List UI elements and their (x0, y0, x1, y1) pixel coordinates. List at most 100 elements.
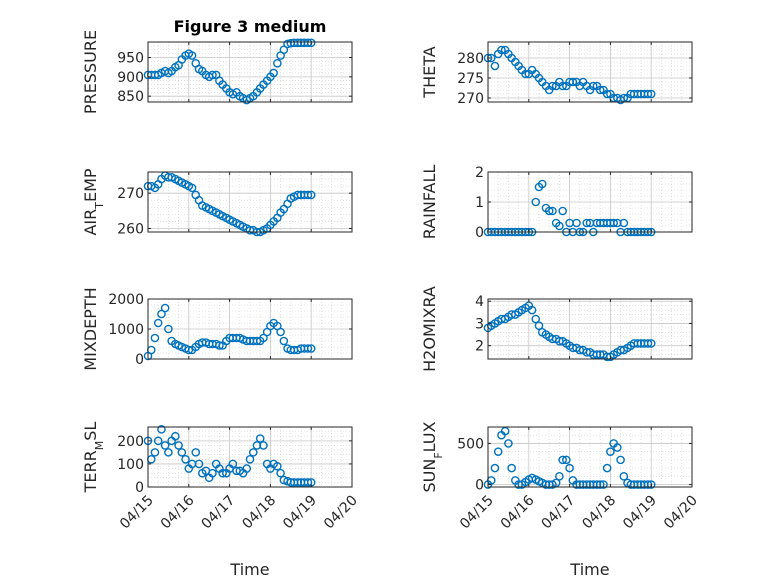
subplot-terr-msl: 0 100 200 TERRMSL 04/15 04/16 04/17 04/18 04/19 0… (81, 422, 361, 579)
data-point (534, 321, 544, 330)
data-point (619, 218, 629, 228)
axes-box (147, 171, 353, 233)
y-axis-label: SUNFLUX (420, 421, 445, 492)
data-point (613, 443, 622, 452)
data-point (181, 455, 190, 464)
data-point (646, 89, 656, 99)
data-point (153, 318, 163, 328)
data-point (242, 464, 252, 473)
data-point (218, 468, 227, 478)
data-point (276, 327, 285, 337)
data-point (160, 303, 170, 313)
data-point (568, 77, 578, 87)
data-point (595, 85, 605, 95)
y-axis-label: MIXDEPTH (81, 287, 100, 370)
data-point (153, 436, 163, 446)
subplot-sun-flux: 0 500 SUNFLUX 04/15 04/16 04/17 04/18 04/19 04/2… (420, 421, 701, 579)
y-tick-label: 2000 (108, 292, 144, 308)
data-point (208, 468, 217, 478)
data-point (531, 314, 541, 324)
x-tick-label: 04/16 (498, 492, 538, 532)
y-tick-label: 0 (475, 478, 484, 494)
x-tick-label: 04/19 (620, 493, 660, 533)
data-point (527, 305, 537, 315)
data-point (171, 431, 180, 441)
chart-title: Figure 3 medium (174, 17, 327, 36)
y-axis-label: RAINFALL (420, 165, 439, 240)
x-tick-label: 04/15 (117, 493, 157, 533)
data-point (255, 434, 265, 443)
x-tick-label: 04/19 (280, 493, 320, 533)
data-point (306, 344, 316, 353)
y-tick-label: 850 (117, 89, 144, 105)
data-point (599, 480, 608, 489)
data-point (602, 89, 612, 99)
y-axis-label: THETA (420, 46, 439, 98)
data-point (537, 179, 547, 189)
y-tick-label: 260 (117, 221, 144, 237)
data-point (303, 344, 313, 353)
data-point (562, 455, 571, 465)
y-tick-label: 270 (457, 91, 484, 107)
y-tick-label: 2 (475, 339, 484, 355)
data-point (646, 339, 656, 348)
x-axis-label: Time (229, 560, 269, 579)
y-tick-label: 100 (117, 457, 144, 473)
subplot-air-temp: 260 270 AIRTEMP (81, 168, 353, 237)
axes-box (147, 426, 353, 488)
data-point (500, 426, 510, 436)
data-point (497, 45, 506, 55)
y-tick-label: 275 (457, 71, 484, 87)
data-point (490, 463, 500, 473)
data-point (160, 441, 170, 450)
data-point (504, 439, 513, 448)
data-point (548, 81, 557, 91)
data-point (191, 448, 201, 457)
data-point (273, 58, 282, 68)
data-point (572, 218, 581, 228)
y-tick-label: 4 (475, 294, 484, 310)
data-point (273, 461, 282, 471)
subplot-pressure: 850 900 950 PRESSURE Figure 3 medium (81, 17, 353, 114)
data-point (565, 463, 574, 473)
data-point (595, 480, 605, 489)
x-tick-label: 04/20 (661, 493, 701, 533)
data-point (259, 333, 268, 343)
x-tick-label: 04/20 (321, 493, 361, 533)
data-point (303, 190, 313, 200)
data-point (544, 206, 554, 216)
x-tick-label: 04/16 (158, 492, 198, 532)
y-axis-label: AIRTEMP (81, 168, 106, 235)
data-point (619, 472, 629, 481)
subplot-mixdepth: 0 1000 2000 MIXDEPTH (81, 287, 353, 371)
x-tick-label: 04/18 (579, 493, 619, 533)
data-point (177, 448, 187, 457)
data-point (606, 447, 615, 456)
data-point (248, 448, 258, 457)
data-point (269, 68, 278, 78)
axes-box (487, 41, 693, 103)
data-point (208, 70, 217, 80)
x-tick-label: 04/17 (199, 493, 239, 533)
y-tick-label: 900 (117, 70, 144, 86)
data-point (150, 448, 160, 457)
data-point (184, 345, 194, 355)
data-point (531, 197, 541, 207)
y-tick-label: 1000 (108, 322, 144, 338)
data-point (558, 206, 567, 216)
y-tick-label: 270 (117, 186, 144, 202)
data-point (507, 463, 516, 473)
data-point (582, 218, 592, 228)
data-point (157, 309, 166, 319)
subplot-theta: 270 275 280 THETA (420, 41, 693, 107)
data-point (187, 183, 197, 193)
x-tick-label: 04/18 (239, 493, 279, 533)
data-point (228, 459, 238, 469)
data-point (306, 38, 316, 48)
data-point (609, 218, 618, 228)
y-tick-label: 280 (457, 51, 484, 67)
data-point (588, 81, 598, 91)
axes-box (487, 426, 693, 488)
data-point (616, 455, 625, 465)
